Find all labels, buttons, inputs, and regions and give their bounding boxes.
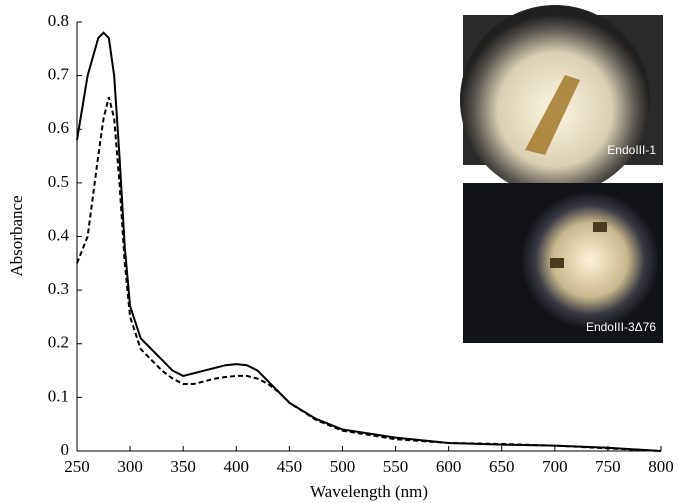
y-tick-label: 0.5 — [48, 172, 69, 191]
x-tick-label: 700 — [542, 457, 568, 476]
y-tick-label: 0.1 — [48, 386, 69, 405]
y-tick-label: 0.3 — [48, 279, 69, 298]
x-tick-label: 300 — [117, 457, 143, 476]
y-tick-label: 0.7 — [48, 65, 70, 84]
y-tick-label: 0.8 — [48, 11, 69, 30]
x-axis-label: Wavelength (nm) — [310, 482, 428, 501]
inset-photo-1 — [460, 5, 663, 195]
y-tick-label: 0.4 — [48, 225, 70, 244]
x-tick-label: 450 — [277, 457, 303, 476]
x-tick-label: 750 — [595, 457, 621, 476]
inset-label: EndoIII-1 — [607, 143, 656, 157]
x-tick-label: 500 — [330, 457, 356, 476]
x-tick-label: 600 — [436, 457, 462, 476]
y-axis-label: Absorbance — [7, 195, 26, 276]
x-tick-label: 550 — [383, 457, 409, 476]
chart: EndoIII-1 EndoIII-3Δ76 Wavelength (nm) A… — [0, 0, 679, 503]
y-tick-label: 0.2 — [48, 333, 69, 352]
x-tick-label: 350 — [170, 457, 196, 476]
inset-label: EndoIII-3Δ76 — [586, 320, 656, 334]
x-tick-label: 650 — [489, 457, 515, 476]
inset-photo-2 — [463, 183, 663, 343]
x-tick-label: 400 — [224, 457, 250, 476]
x-tick-label: 800 — [648, 457, 674, 476]
x-tick-label: 250 — [64, 457, 90, 476]
y-tick-label: 0.6 — [48, 118, 69, 137]
